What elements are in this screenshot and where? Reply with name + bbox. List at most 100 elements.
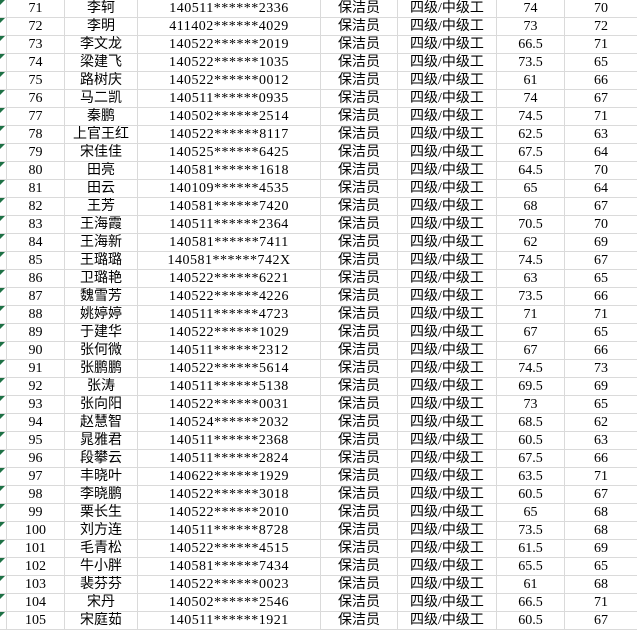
- cell-name[interactable]: 上官王红: [65, 126, 138, 143]
- cell-num[interactable]: 81: [7, 180, 65, 197]
- cell-name[interactable]: 宋庭茹: [65, 612, 138, 629]
- cell-num[interactable]: 71: [7, 0, 65, 17]
- cell-num[interactable]: 100: [7, 522, 65, 539]
- cell-score2[interactable]: 64: [594, 181, 608, 196]
- cell-score1[interactable]: 66.5: [497, 36, 565, 53]
- error-indicator-cell[interactable]: [0, 360, 7, 377]
- cell-level[interactable]: 四级/中级工: [398, 126, 497, 143]
- cell-id_masked[interactable]: 140511******5138: [138, 378, 321, 395]
- cell-job[interactable]: 保洁员: [321, 342, 398, 359]
- cell-job[interactable]: 保洁员: [321, 504, 398, 521]
- error-indicator-cell[interactable]: [0, 36, 7, 53]
- error-indicator-cell[interactable]: [0, 558, 7, 575]
- cell-num[interactable]: 86: [7, 270, 65, 287]
- cell-id_masked[interactable]: 140581******1618: [138, 162, 321, 179]
- cell-score1[interactable]: 61: [497, 72, 565, 89]
- cell-level[interactable]: 四级/中级工: [398, 396, 497, 413]
- cell-id_masked[interactable]: 140622******1929: [138, 468, 321, 485]
- cell-level[interactable]: 四级/中级工: [398, 324, 497, 341]
- cell-score2[interactable]: 65: [594, 325, 608, 340]
- cell-job[interactable]: 保洁员: [321, 270, 398, 287]
- cell-score1[interactable]: 67: [497, 342, 565, 359]
- cell-num[interactable]: 80: [7, 162, 65, 179]
- cell-id_masked[interactable]: 140581******7411: [138, 234, 321, 251]
- cell-id_masked[interactable]: 140522******5614: [138, 360, 321, 377]
- cell-level[interactable]: 四级/中级工: [398, 180, 497, 197]
- cell-score1[interactable]: 60.5: [497, 486, 565, 503]
- cell-level[interactable]: 四级/中级工: [398, 288, 497, 305]
- cell-score1[interactable]: 65: [497, 180, 565, 197]
- cell-score2[interactable]: 67: [594, 487, 608, 502]
- error-indicator-cell[interactable]: [0, 108, 7, 125]
- cell-num[interactable]: 73: [7, 36, 65, 53]
- cell-score2[interactable]: 67: [594, 91, 608, 106]
- cell-num[interactable]: 96: [7, 450, 65, 467]
- cell-level[interactable]: 四级/中级工: [398, 414, 497, 431]
- cell-name[interactable]: 牛小胖: [65, 558, 138, 575]
- cell-id_masked[interactable]: 140522******8117: [138, 126, 321, 143]
- cell-level[interactable]: 四级/中级工: [398, 162, 497, 179]
- cell-num[interactable]: 93: [7, 396, 65, 413]
- cell-score2[interactable]: 68: [594, 505, 608, 520]
- cell-job[interactable]: 保洁员: [321, 18, 398, 35]
- cell-level[interactable]: 四级/中级工: [398, 36, 497, 53]
- cell-id_masked[interactable]: 140522******6221: [138, 270, 321, 287]
- cell-num[interactable]: 102: [7, 558, 65, 575]
- cell-name[interactable]: 姚婷婷: [65, 306, 138, 323]
- error-indicator-cell[interactable]: [0, 126, 7, 143]
- cell-name[interactable]: 晁雅君: [65, 432, 138, 449]
- cell-score2[interactable]: 66: [594, 73, 608, 88]
- cell-num[interactable]: 95: [7, 432, 65, 449]
- cell-name[interactable]: 田云: [65, 180, 138, 197]
- cell-score2[interactable]: 65: [594, 271, 608, 286]
- cell-level[interactable]: 四级/中级工: [398, 234, 497, 251]
- cell-id_masked[interactable]: 140511******0935: [138, 90, 321, 107]
- cell-score1[interactable]: 73: [497, 18, 565, 35]
- cell-name[interactable]: 刘方连: [65, 522, 138, 539]
- cell-id_masked[interactable]: 140581******742X: [138, 252, 321, 269]
- cell-num[interactable]: 91: [7, 360, 65, 377]
- cell-num[interactable]: 84: [7, 234, 65, 251]
- cell-id_masked[interactable]: 140511******4723: [138, 306, 321, 323]
- cell-job[interactable]: 保洁员: [321, 378, 398, 395]
- cell-level[interactable]: 四级/中级工: [398, 576, 497, 593]
- cell-score2[interactable]: 68: [594, 577, 608, 592]
- cell-level[interactable]: 四级/中级工: [398, 468, 497, 485]
- cell-num[interactable]: 87: [7, 288, 65, 305]
- cell-job[interactable]: 保洁员: [321, 396, 398, 413]
- cell-job[interactable]: 保洁员: [321, 144, 398, 161]
- cell-score1[interactable]: 73.5: [497, 288, 565, 305]
- cell-name[interactable]: 梁建飞: [65, 54, 138, 71]
- cell-score2[interactable]: 69: [594, 541, 608, 556]
- cell-score1[interactable]: 70.5: [497, 216, 565, 233]
- error-indicator-cell[interactable]: [0, 198, 7, 215]
- error-indicator-cell[interactable]: [0, 324, 7, 341]
- cell-name[interactable]: 张何微: [65, 342, 138, 359]
- cell-job[interactable]: 保洁员: [321, 108, 398, 125]
- cell-name[interactable]: 李文龙: [65, 36, 138, 53]
- cell-score1[interactable]: 73.5: [497, 54, 565, 71]
- cell-score1[interactable]: 74.5: [497, 108, 565, 125]
- cell-num[interactable]: 97: [7, 468, 65, 485]
- cell-level[interactable]: 四级/中级工: [398, 594, 497, 611]
- cell-id_masked[interactable]: 140522******1029: [138, 324, 321, 341]
- cell-score1[interactable]: 65: [497, 504, 565, 521]
- cell-level[interactable]: 四级/中级工: [398, 522, 497, 539]
- cell-job[interactable]: 保洁员: [321, 126, 398, 143]
- cell-score1[interactable]: 64.5: [497, 162, 565, 179]
- cell-num[interactable]: 89: [7, 324, 65, 341]
- cell-score2[interactable]: 67: [594, 253, 608, 268]
- cell-id_masked[interactable]: 140502******2546: [138, 594, 321, 611]
- cell-name[interactable]: 段攀云: [65, 450, 138, 467]
- cell-id_masked[interactable]: 140522******0012: [138, 72, 321, 89]
- cell-job[interactable]: 保洁员: [321, 288, 398, 305]
- cell-name[interactable]: 卫璐艳: [65, 270, 138, 287]
- cell-id_masked[interactable]: 140522******0031: [138, 396, 321, 413]
- cell-level[interactable]: 四级/中级工: [398, 198, 497, 215]
- cell-name[interactable]: 田亮: [65, 162, 138, 179]
- cell-job[interactable]: 保洁员: [321, 90, 398, 107]
- cell-level[interactable]: 四级/中级工: [398, 72, 497, 89]
- cell-score1[interactable]: 67.5: [497, 144, 565, 161]
- cell-score1[interactable]: 74: [497, 0, 565, 17]
- error-indicator-cell[interactable]: [0, 288, 7, 305]
